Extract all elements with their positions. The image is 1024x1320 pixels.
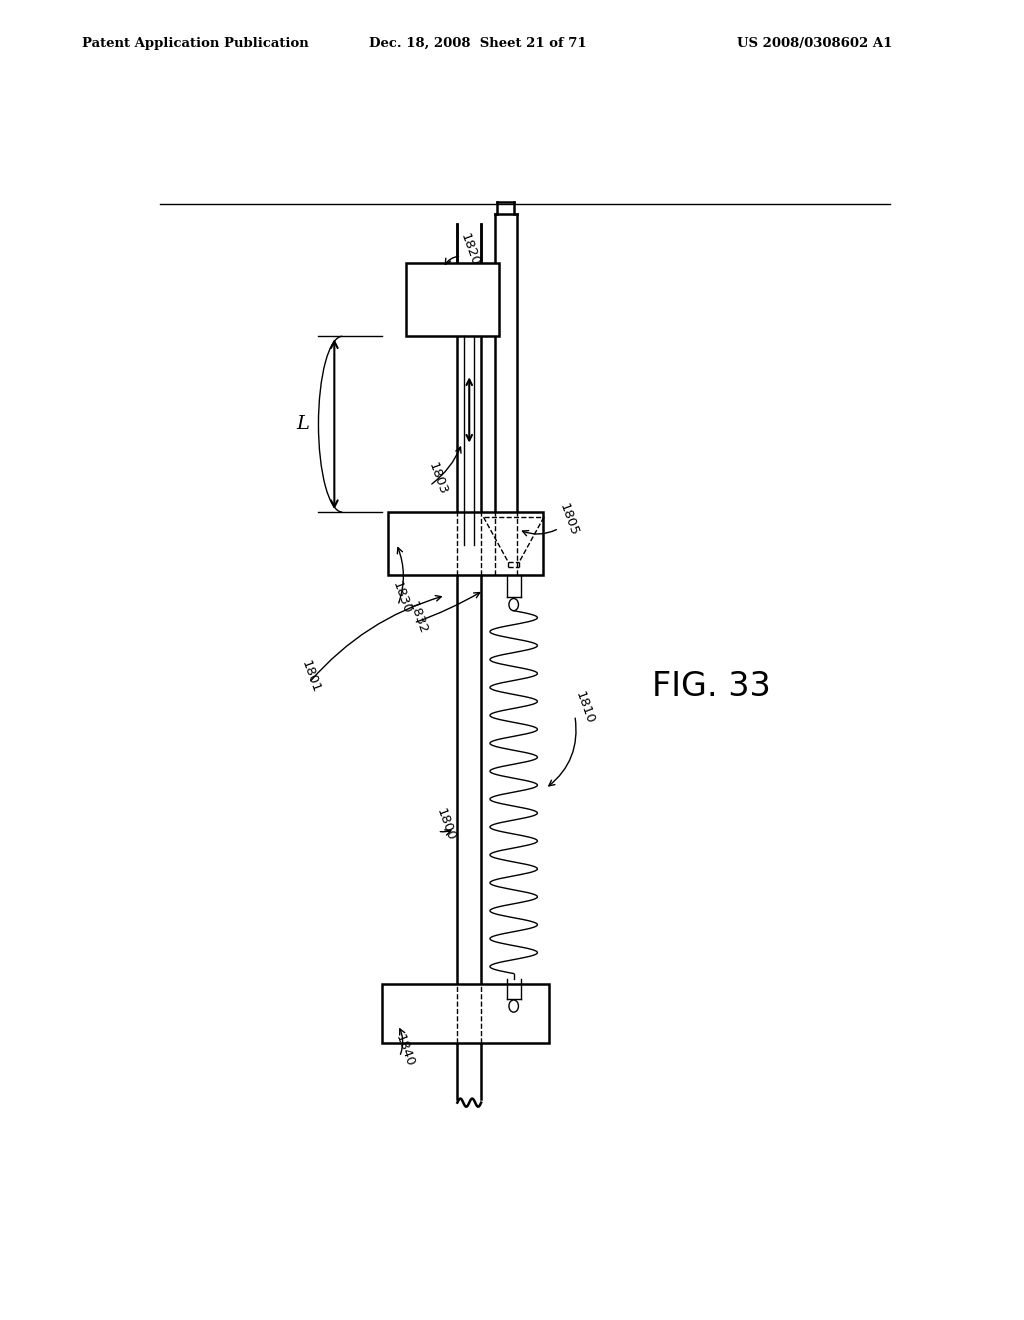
Bar <box>382 983 549 1043</box>
Text: 1801: 1801 <box>299 659 323 694</box>
Circle shape <box>509 598 518 611</box>
Text: 1800: 1800 <box>433 807 458 842</box>
Text: L: L <box>296 416 309 433</box>
Text: 1832: 1832 <box>406 599 429 636</box>
Text: 1803: 1803 <box>426 461 450 496</box>
Bar <box>388 512 543 576</box>
Text: 1820: 1820 <box>458 232 481 268</box>
Circle shape <box>509 1001 518 1012</box>
Text: 1840: 1840 <box>392 1032 416 1069</box>
Text: Dec. 18, 2008  Sheet 21 of 71: Dec. 18, 2008 Sheet 21 of 71 <box>369 37 587 50</box>
Text: 1830: 1830 <box>390 579 414 615</box>
Text: FIG. 33: FIG. 33 <box>652 671 770 704</box>
Text: 1810: 1810 <box>572 689 596 725</box>
Text: US 2008/0308602 A1: US 2008/0308602 A1 <box>737 37 893 50</box>
Text: 1805: 1805 <box>557 502 581 537</box>
Text: Patent Application Publication: Patent Application Publication <box>82 37 308 50</box>
Bar <box>406 263 500 337</box>
